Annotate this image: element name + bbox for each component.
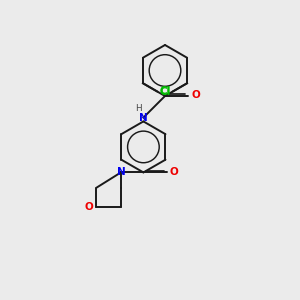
Text: O: O (85, 202, 93, 212)
Text: Cl: Cl (159, 86, 170, 97)
Text: O: O (191, 90, 200, 100)
Text: O: O (170, 167, 178, 177)
Text: Cl: Cl (160, 86, 171, 97)
Text: N: N (116, 167, 125, 177)
Text: N: N (139, 112, 148, 123)
Text: H: H (135, 104, 141, 113)
